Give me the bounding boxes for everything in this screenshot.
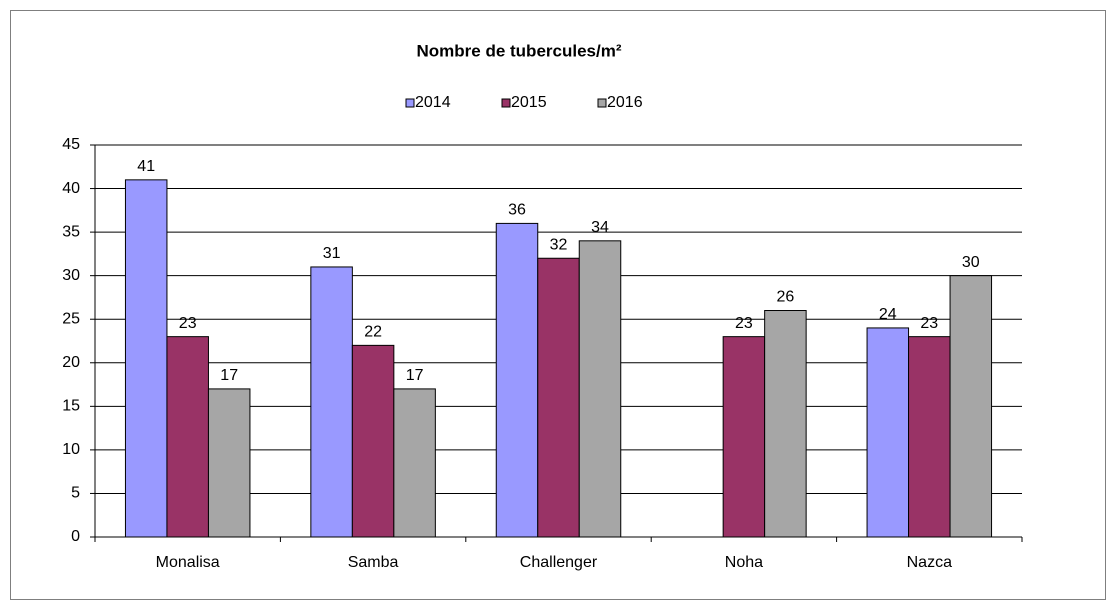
bar <box>537 257 580 538</box>
x-tick-label: Nazca <box>907 554 952 571</box>
chart-title: Nombre de tubercules/m² <box>417 41 622 60</box>
bar <box>908 336 951 538</box>
legend-swatch <box>405 98 415 108</box>
bar <box>310 266 353 538</box>
x-tick-label: Noha <box>725 554 763 571</box>
bar <box>495 222 539 538</box>
x-tick-label: Monalisa <box>156 554 220 571</box>
data-label: 41 <box>137 158 155 175</box>
legend-label: 2016 <box>607 94 643 111</box>
data-label: 30 <box>962 254 980 271</box>
data-label: 36 <box>508 202 526 219</box>
legend-label: 2015 <box>511 94 547 111</box>
data-label: 17 <box>220 367 238 384</box>
y-tick-label: 40 <box>62 180 80 197</box>
y-tick-label: 5 <box>71 485 80 502</box>
bar <box>722 336 766 538</box>
y-tick-label: 20 <box>62 354 80 371</box>
legend-label: 2014 <box>415 94 451 111</box>
legend-swatch <box>501 98 511 108</box>
data-label: 23 <box>179 315 197 332</box>
data-label: 31 <box>323 245 341 262</box>
y-tick-label: 25 <box>62 310 80 327</box>
x-tick-label: Samba <box>348 554 399 571</box>
y-tick-label: 0 <box>71 528 80 545</box>
x-tick-label: Challenger <box>520 554 598 571</box>
data-label: 22 <box>364 324 382 341</box>
legend-swatch <box>597 98 607 108</box>
y-tick-label: 35 <box>62 223 80 240</box>
y-tick-label: 15 <box>62 398 80 415</box>
data-label: 23 <box>735 315 753 332</box>
bar <box>949 275 993 538</box>
data-label: 17 <box>406 367 424 384</box>
y-tick-label: 30 <box>62 267 80 284</box>
bar <box>866 327 910 538</box>
bar <box>207 388 251 538</box>
bar <box>578 240 622 538</box>
data-label: 32 <box>550 236 568 253</box>
data-label: 23 <box>920 315 938 332</box>
bar <box>351 344 395 538</box>
data-label: 26 <box>777 289 795 306</box>
bar <box>166 336 209 538</box>
data-label: 34 <box>591 219 609 236</box>
bar <box>124 179 168 538</box>
bar <box>764 310 807 538</box>
y-tick-label: 10 <box>62 441 80 458</box>
data-label: 24 <box>879 306 897 323</box>
y-tick-label: 45 <box>62 136 80 153</box>
bar <box>393 388 436 538</box>
